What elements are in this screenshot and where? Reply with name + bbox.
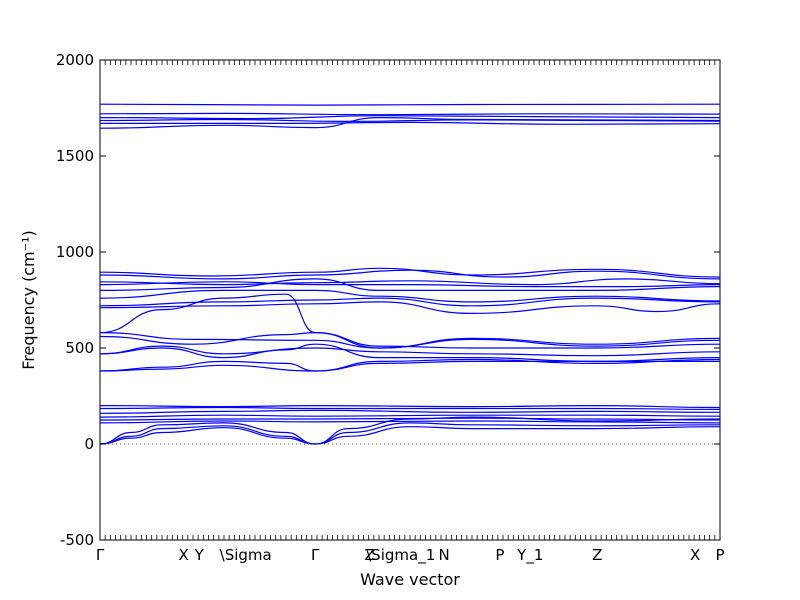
y-axis-ticks: -500 0 500 1000 1500 2000 — [56, 51, 720, 549]
band-line-18 — [99, 345, 721, 357]
band-line-13 — [99, 297, 721, 307]
band-line-16 — [99, 332, 721, 349]
band-line-2 — [99, 112, 721, 116]
x-tick-label: P — [715, 546, 724, 564]
band-line-28 — [99, 416, 721, 445]
band-line-21 — [99, 360, 720, 372]
y-axis-title: Frequency (cm⁻¹) — [19, 230, 38, 369]
x-tick-label: N — [438, 546, 449, 564]
band-line-7 — [99, 267, 721, 278]
band-line-11 — [99, 278, 721, 292]
band-line-25 — [99, 414, 721, 418]
y-tick-label: 0 — [84, 435, 94, 453]
band-line-30 — [99, 426, 721, 445]
band-line-26 — [99, 417, 721, 421]
x-tick-label: Y_1 — [516, 546, 543, 565]
y-tick-label: -500 — [60, 531, 94, 549]
x-axis-ticks: Γ X Y \Sigma Γ Z\Sigma_1 N P Y_1 Z X P — [96, 60, 725, 565]
x-tick-label: X — [179, 546, 189, 564]
y-tick-label: 500 — [65, 339, 94, 357]
x-tick-label: Y — [194, 546, 205, 564]
band-line-29 — [99, 422, 721, 445]
band-line-23 — [99, 406, 721, 410]
band-line-20 — [99, 358, 721, 372]
y-tick-label: 2000 — [56, 51, 94, 69]
band-line-3 — [99, 115, 721, 120]
band-line-14 — [99, 301, 721, 315]
x-tick-label: Γ — [311, 546, 320, 564]
band-line-12 — [99, 289, 721, 303]
x-tick-label: \Sigma_1 — [366, 546, 435, 565]
band-line-1 — [99, 103, 721, 106]
x-tick-label: X — [690, 546, 700, 564]
x-tick-label: Z — [365, 546, 375, 564]
band-line-17 — [99, 331, 721, 349]
band-line-5 — [99, 121, 721, 125]
x-tick-label: Γ — [96, 546, 105, 564]
band-line-10 — [99, 281, 721, 288]
x-tick-label: \Sigma — [220, 546, 272, 564]
band-line-9 — [99, 278, 721, 286]
band-line-22 — [99, 404, 721, 409]
x-tick-label: P — [495, 546, 504, 564]
x-tick-label: Z — [592, 546, 602, 564]
band-line-6 — [99, 116, 721, 129]
band-line-8 — [99, 269, 721, 280]
band-line-27 — [99, 420, 721, 424]
y-tick-label: 1500 — [56, 147, 94, 165]
band-line-24 — [99, 409, 721, 414]
x-axis-title: Wave vector — [360, 570, 460, 589]
y-tick-label: 1000 — [56, 243, 94, 261]
band-lines — [99, 103, 721, 445]
